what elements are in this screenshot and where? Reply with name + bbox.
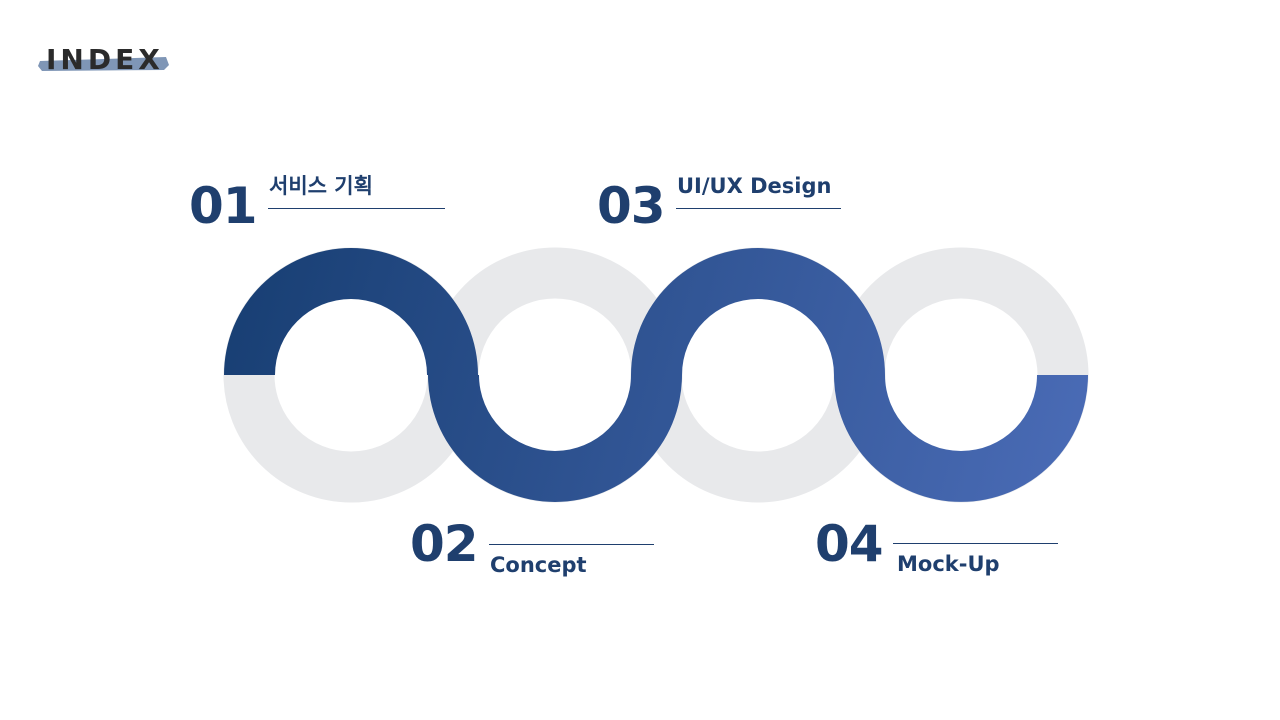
item-divider — [489, 544, 654, 545]
index-heading: INDEX — [38, 38, 172, 78]
item-label: Concept — [490, 553, 587, 577]
index-item-01: 01 서비스 기획 — [189, 174, 449, 238]
wave-segment-04 — [834, 375, 1088, 502]
item-divider — [893, 543, 1058, 544]
item-label: 서비스 기획 — [269, 174, 373, 198]
index-item-04: 04 Mock-Up — [815, 514, 1065, 580]
page-title: INDEX — [46, 43, 164, 76]
item-number: 03 — [597, 177, 666, 235]
index-item-02: 02 Concept — [410, 514, 660, 580]
item-number: 04 — [815, 515, 884, 573]
item-label: Mock-Up — [897, 552, 1000, 576]
wave-segment-01 — [224, 248, 478, 375]
item-number: 01 — [189, 177, 258, 235]
item-number: 02 — [410, 515, 479, 573]
index-item-03: 03 UI/UX Design — [597, 174, 847, 238]
item-divider — [268, 208, 445, 209]
brush-stroke-underline — [38, 57, 169, 71]
item-divider — [676, 208, 841, 209]
wave-segment-03 — [631, 248, 885, 375]
item-label: UI/UX Design — [677, 174, 832, 198]
wave-segment-02 — [428, 375, 682, 502]
